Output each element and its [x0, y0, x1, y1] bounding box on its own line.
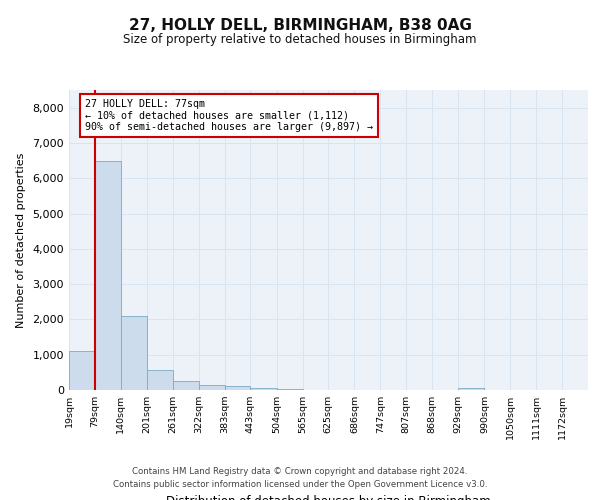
X-axis label: Distribution of detached houses by size in Birmingham: Distribution of detached houses by size …	[166, 494, 491, 500]
Bar	[147, 370, 173, 390]
Y-axis label: Number of detached properties: Number of detached properties	[16, 152, 26, 328]
Text: Size of property relative to detached houses in Birmingham: Size of property relative to detached ho…	[123, 32, 477, 46]
Bar	[250, 388, 277, 390]
Text: 27 HOLLY DELL: 77sqm
← 10% of detached houses are smaller (1,112)
90% of semi-de: 27 HOLLY DELL: 77sqm ← 10% of detached h…	[85, 99, 373, 132]
Bar	[199, 386, 225, 390]
Bar	[95, 160, 121, 390]
Bar	[173, 381, 199, 390]
Bar	[121, 316, 147, 390]
Bar	[458, 388, 484, 390]
Text: Contains public sector information licensed under the Open Government Licence v3: Contains public sector information licen…	[113, 480, 487, 489]
Text: Contains HM Land Registry data © Crown copyright and database right 2024.: Contains HM Land Registry data © Crown c…	[132, 467, 468, 476]
Text: 27, HOLLY DELL, BIRMINGHAM, B38 0AG: 27, HOLLY DELL, BIRMINGHAM, B38 0AG	[128, 18, 472, 32]
Bar	[69, 351, 95, 390]
Bar	[225, 386, 250, 390]
